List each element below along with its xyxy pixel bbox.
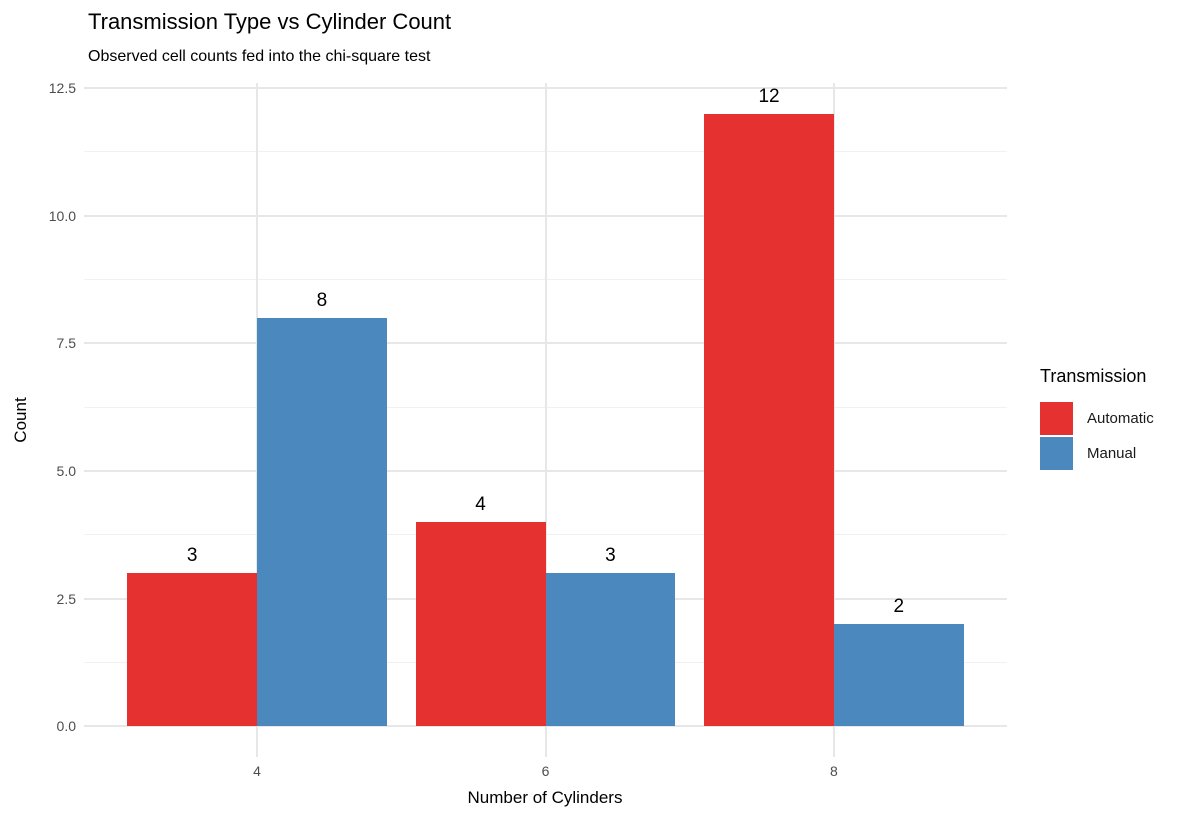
- bar-value-label: 4: [475, 494, 486, 516]
- y-tick-label: 10.0: [48, 207, 76, 224]
- y-tick-label: 0.0: [56, 718, 76, 735]
- bar-automatic-8: [704, 113, 834, 727]
- x-tick-label: 6: [541, 763, 550, 779]
- legend-item: Manual: [1040, 437, 1198, 470]
- legend-swatch: [1040, 402, 1073, 435]
- gridline-v: [544, 83, 547, 757]
- bar-value-label: 3: [186, 545, 198, 567]
- bar-manual-4: [257, 317, 387, 727]
- legend: Transmission Automatic Manual: [1040, 365, 1198, 472]
- bar-value-label: 2: [893, 596, 905, 618]
- page-subtitle: Observed cell counts fed into the chi-sq…: [88, 48, 431, 65]
- y-tick-label: 12.5: [48, 80, 76, 97]
- y-axis-title: Count: [11, 397, 30, 443]
- x-axis-title: Number of Cylinders: [467, 788, 623, 807]
- legend-item-label: Manual: [1087, 445, 1137, 462]
- page-title: Transmission Type vs Cylinder Count: [88, 9, 452, 34]
- plot-panel: 3 8 4 3 12 2: [84, 83, 1007, 757]
- gridline-v: [832, 83, 835, 757]
- bar-manual-6: [545, 573, 676, 727]
- bar-value-label: 8: [316, 289, 328, 311]
- x-tick-label: 4: [253, 763, 261, 779]
- bar-value-label: 12: [758, 85, 780, 107]
- x-tick-label: 8: [830, 763, 838, 779]
- bar-automatic-4: [127, 573, 258, 727]
- legend-items: Automatic Manual: [1040, 402, 1198, 470]
- bar-manual-8: [833, 624, 964, 727]
- y-tick-label: 7.5: [56, 335, 76, 352]
- legend-swatch: [1040, 437, 1073, 470]
- y-tick-label: 2.5: [56, 590, 76, 607]
- legend-item-label: Automatic: [1087, 410, 1154, 427]
- legend-title: Transmission: [1040, 366, 1147, 386]
- legend-item: Automatic: [1040, 402, 1198, 435]
- y-tick-label: 5.0: [56, 463, 76, 480]
- bar-automatic-6: [415, 522, 546, 727]
- bar-value-label: 3: [605, 545, 616, 567]
